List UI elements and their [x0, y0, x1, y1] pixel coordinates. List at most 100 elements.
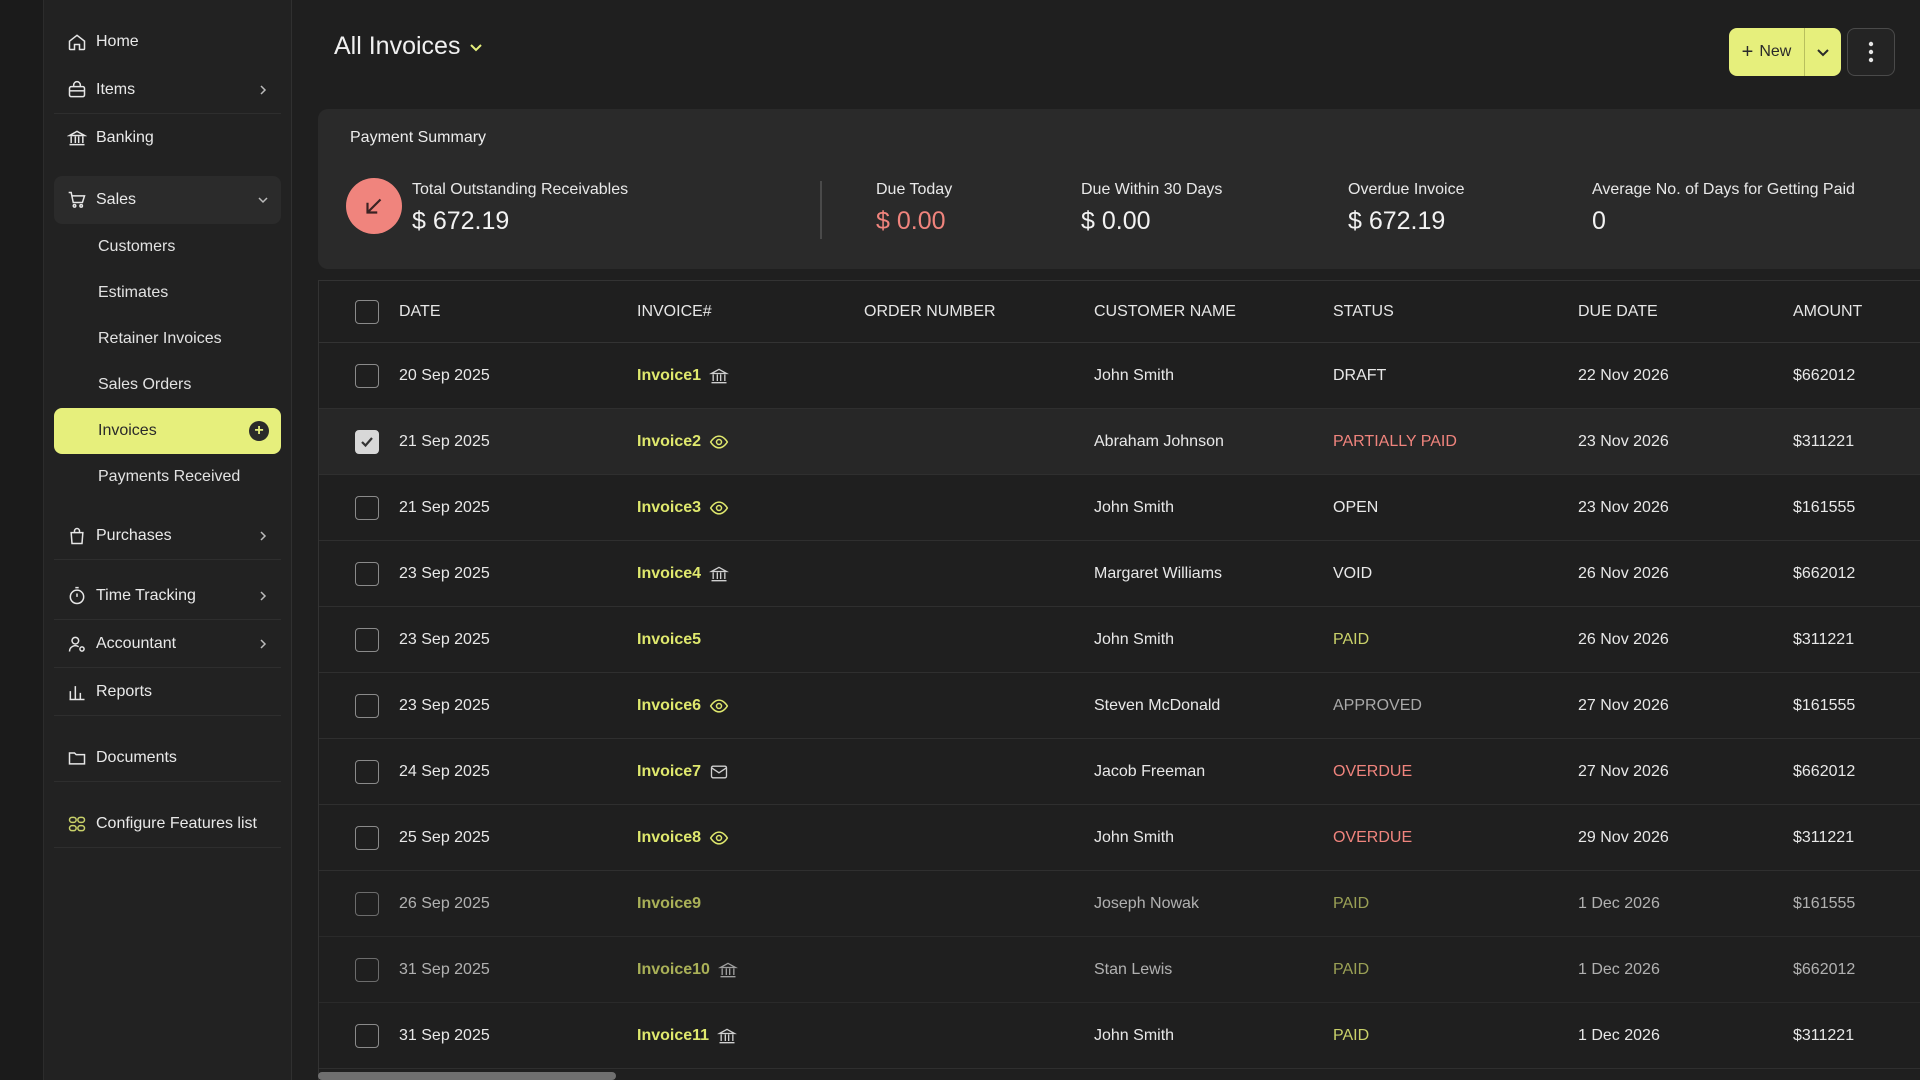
- new-button[interactable]: + New: [1729, 28, 1805, 76]
- column-header-customer-name[interactable]: CUSTOMER NAME: [1094, 302, 1236, 320]
- table-row[interactable]: 23 Sep 2025 Invoice4 Margaret Williams VOID…: [319, 541, 1920, 607]
- cell-invoice: Invoice10: [637, 937, 738, 1002]
- sidebar-item-documents[interactable]: Documents: [54, 734, 281, 782]
- sidebar-subitem-retainer-invoices[interactable]: Retainer Invoices: [54, 316, 281, 362]
- invoice-link[interactable]: Invoice9: [637, 895, 701, 913]
- row-checkbox[interactable]: [355, 693, 379, 718]
- invoice-link[interactable]: Invoice8: [637, 828, 729, 848]
- cell-invoice: Invoice6: [637, 673, 729, 738]
- row-checkbox[interactable]: [355, 825, 379, 850]
- cell-customer-name: John Smith: [1094, 630, 1175, 648]
- column-header-invoice[interactable]: INVOICE#: [637, 302, 712, 320]
- invoice-link[interactable]: Invoice4: [637, 564, 730, 584]
- invoice-link[interactable]: Invoice7: [637, 762, 729, 782]
- table-row[interactable]: 24 Sep 2025 Invoice7 Jacob Freeman OVERDUE 2…: [319, 739, 1920, 805]
- metric-due-30-days: Due Within 30 Days $ 0.00: [1081, 181, 1222, 236]
- eye-icon: [709, 498, 729, 518]
- invoice-number: Invoice1: [637, 366, 702, 384]
- column-header-due-date[interactable]: DUE DATE: [1578, 302, 1658, 320]
- select-all-checkbox[interactable]: [355, 299, 379, 324]
- cell-date: 21 Sep 2025: [399, 432, 490, 450]
- row-checkbox[interactable]: [355, 627, 379, 652]
- invoice-link[interactable]: Invoice2: [637, 432, 729, 452]
- more-options-button[interactable]: [1847, 28, 1895, 76]
- invoice-link[interactable]: Invoice6: [637, 696, 729, 716]
- column-header-amount[interactable]: AMOUNT: [1793, 302, 1863, 320]
- row-checkbox[interactable]: [355, 759, 379, 784]
- view-selector[interactable]: All Invoices: [334, 32, 484, 61]
- table-row[interactable]: 23 Sep 2025 Invoice6 Steven McDonald APPROV…: [319, 673, 1920, 739]
- invoice-number: Invoice5: [637, 630, 702, 648]
- invoice-link[interactable]: Invoice1: [637, 366, 730, 386]
- row-checkbox[interactable]: [355, 957, 379, 982]
- row-checkbox[interactable]: [355, 1023, 379, 1048]
- table-row[interactable]: 23 Sep 2025 Invoice5 John Smith PAID 26 Nov …: [319, 607, 1920, 673]
- sidebar-item-banking[interactable]: Banking: [54, 114, 281, 162]
- features-icon: [66, 813, 88, 835]
- sidebar-item-label: Documents: [96, 748, 177, 766]
- row-checkbox-cell: [355, 871, 379, 936]
- row-checkbox[interactable]: [355, 429, 379, 454]
- cell-amount: $662012: [1793, 960, 1856, 978]
- table-row[interactable]: 31 Sep 2025 Invoice10 Stan Lewis PAID 1 Dec …: [319, 937, 1920, 1003]
- cell-customer-name: John Smith: [1094, 498, 1175, 516]
- sidebar-item-purchases[interactable]: Purchases: [54, 512, 281, 560]
- sidebar-item-label: Items: [96, 80, 136, 98]
- sidebar-item-sales[interactable]: Sales: [54, 176, 281, 224]
- invoice-number: Invoice3: [637, 498, 702, 516]
- sidebar-item-time-tracking[interactable]: Time Tracking: [54, 572, 281, 620]
- bank-icon: [709, 366, 730, 386]
- sidebar-subitem-payments-received[interactable]: Payments Received: [54, 454, 281, 500]
- invoice-link[interactable]: Invoice3: [637, 498, 729, 518]
- invoice-link[interactable]: Invoice5: [637, 631, 701, 649]
- table-row[interactable]: 26 Sep 2025 Invoice9 Joseph Nowak PAID 1 Dec…: [319, 871, 1920, 937]
- table-row[interactable]: 20 Sep 2025 Invoice1 John Smith DRAFT 22 Nov…: [319, 343, 1920, 409]
- row-checkbox-cell: [355, 739, 379, 804]
- sidebar-subitem-invoices[interactable]: Invoices +: [54, 408, 281, 454]
- sidebar-item-reports[interactable]: Reports: [54, 668, 281, 716]
- row-checkbox[interactable]: [355, 363, 379, 388]
- cell-due-date: 27 Nov 2026: [1578, 696, 1669, 714]
- column-header-order-number[interactable]: ORDER NUMBER: [864, 302, 996, 320]
- sidebar-subitem-estimates[interactable]: Estimates: [54, 270, 281, 316]
- sidebar-subitem-label: Customers: [98, 238, 176, 255]
- bank-icon: [717, 960, 738, 980]
- horizontal-scrollbar[interactable]: [318, 1072, 616, 1080]
- table-row[interactable]: 25 Sep 2025 Invoice8 John Smith OVERDUE 29 N…: [319, 805, 1920, 871]
- invoice-number: Invoice6: [637, 696, 702, 714]
- cell-date: 24 Sep 2025: [399, 762, 490, 780]
- row-checkbox[interactable]: [355, 891, 379, 916]
- sidebar-item-configure-features[interactable]: Configure Features list: [54, 800, 281, 848]
- row-checkbox-cell: [355, 475, 379, 540]
- cell-date: 23 Sep 2025: [399, 696, 490, 714]
- sidebar-item-home[interactable]: Home: [54, 18, 281, 66]
- cell-invoice: Invoice3: [637, 475, 729, 540]
- cell-customer-name: Jacob Freeman: [1094, 762, 1206, 780]
- sidebar-subitem-sales-orders[interactable]: Sales Orders: [54, 362, 281, 408]
- sidebar-item-accountant[interactable]: Accountant: [54, 620, 281, 668]
- invoice-number: Invoice10: [637, 960, 710, 978]
- invoice-link[interactable]: Invoice10: [637, 960, 738, 980]
- status-badge: PAID: [1333, 630, 1370, 648]
- row-checkbox[interactable]: [355, 561, 379, 586]
- summary-divider: [820, 181, 822, 239]
- sidebar-subitem-customers[interactable]: Customers: [54, 224, 281, 270]
- bar-chart-icon: [66, 681, 88, 703]
- status-badge: VOID: [1333, 564, 1373, 582]
- sidebar-item-label: Home: [96, 33, 139, 50]
- table-row[interactable]: 31 Sep 2025 Invoice11 John Smith PAID 1 Dec …: [319, 1003, 1920, 1069]
- top-bar: All Invoices + New: [292, 0, 1920, 100]
- new-dropdown-button[interactable]: [1805, 28, 1841, 76]
- column-header-date[interactable]: DATE: [399, 302, 441, 320]
- metric-label: Total Outstanding Receivables: [412, 181, 629, 198]
- row-checkbox[interactable]: [355, 495, 379, 520]
- payment-summary-card: Payment Summary Total Outstanding Receiv…: [318, 109, 1920, 269]
- sidebar-item-items[interactable]: Items: [54, 66, 281, 114]
- column-header-status[interactable]: STATUS: [1333, 302, 1394, 320]
- invoice-link[interactable]: Invoice11: [637, 1026, 738, 1046]
- metric-value: 0: [1592, 207, 1606, 235]
- table-row[interactable]: 21 Sep 2025 Invoice2 Abraham Johnson PARTIA…: [319, 409, 1920, 475]
- add-invoice-icon[interactable]: +: [249, 421, 269, 441]
- status-badge: DRAFT: [1333, 366, 1387, 384]
- table-row[interactable]: 21 Sep 2025 Invoice3 John Smith OPEN 23 Nov …: [319, 475, 1920, 541]
